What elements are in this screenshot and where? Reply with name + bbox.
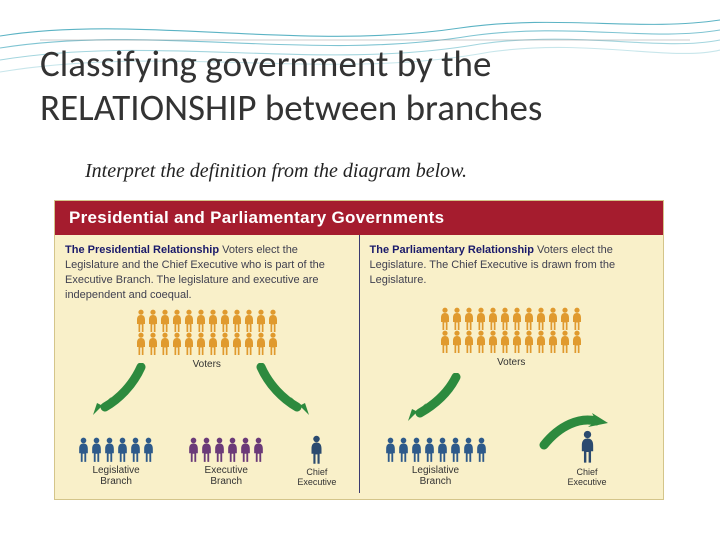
legislative-branch: Legislative Branch [77,435,155,487]
person-icon [267,331,279,357]
parliamentary-description: The Parliamentary Relationship Voters el… [370,243,654,288]
wave-1 [0,20,720,36]
person-icon [147,331,159,357]
person-icon [252,435,265,465]
person-icon [449,435,462,465]
voters-label: Voters [497,357,525,368]
person-icon [171,331,183,357]
chief-executive: Chief Executive [568,427,607,487]
person-icon [436,435,449,465]
executive-branch: Executive Branch [187,435,265,487]
person-icon [463,329,475,355]
person-icon [535,329,547,355]
person-icon [462,435,475,465]
person-icon [195,331,207,357]
person-icon [579,427,596,467]
parliamentary-panel: The Parliamentary Relationship Voters el… [360,235,664,493]
voter-row-2 [135,331,279,357]
presidential-branches: Legislative Branch Executive Branch [55,433,359,487]
presidential-panel: The Presidential Relationship Voters ele… [55,235,360,493]
person-icon [475,435,488,465]
person-icon [207,331,219,357]
person-icon [571,329,583,355]
person-icon [219,331,231,357]
legislative-label: Legislative Branch [412,465,459,487]
arrow-voters-to-executive [243,363,313,419]
person-icon [475,329,487,355]
slide-title: Classifying government by the RELATIONSH… [40,42,680,129]
parliamentary-voters: Voters [370,306,654,368]
person-icon [187,435,200,465]
person-icon [243,331,255,357]
legislative-label: Legislative Branch [92,465,139,487]
person-icon [135,331,147,357]
person-icon [547,329,559,355]
diagram-container: Presidential and Parliamentary Governmen… [54,200,664,500]
chief-label: Chief Executive [297,467,336,487]
diagram-content: The Presidential Relationship Voters ele… [55,235,663,493]
presidential-description: The Presidential Relationship Voters ele… [65,243,349,302]
executive-label: Executive Branch [205,465,248,487]
parliamentary-heading: The Parliamentary Relationship [370,244,534,256]
person-icon [410,435,423,465]
person-icon [397,435,410,465]
arrow-voters-to-legislative [404,373,474,425]
diagram-banner: Presidential and Parliamentary Governmen… [55,201,663,235]
person-icon [103,435,116,465]
person-icon [226,435,239,465]
person-icon [384,435,397,465]
person-icon [559,329,571,355]
voter-row-2 [439,329,583,355]
person-icon [231,331,243,357]
person-icon [487,329,499,355]
person-icon [200,435,213,465]
person-icon [523,329,535,355]
person-icon [159,331,171,357]
legislative-branch: Legislative Branch [384,435,488,487]
person-icon [309,433,324,467]
person-icon [255,331,267,357]
slide-subtitle: Interpret the definition from the diagra… [85,160,467,183]
person-icon [90,435,103,465]
person-icon [77,435,90,465]
person-icon [129,435,142,465]
arrow-voters-to-legislative [89,363,159,419]
person-icon [239,435,252,465]
person-icon [423,435,436,465]
presidential-voters: Voters [65,308,349,370]
person-icon [451,329,463,355]
person-icon [439,329,451,355]
person-icon [511,329,523,355]
person-icon [499,329,511,355]
parliamentary-branches: Legislative Branch Chief Executive [360,427,664,487]
person-icon [142,435,155,465]
person-icon [116,435,129,465]
person-icon [183,331,195,357]
chief-executive: Chief Executive [297,433,336,487]
person-icon [213,435,226,465]
voters-label: Voters [193,359,221,370]
presidential-heading: The Presidential Relationship [65,244,219,256]
chief-label: Chief Executive [568,467,607,487]
